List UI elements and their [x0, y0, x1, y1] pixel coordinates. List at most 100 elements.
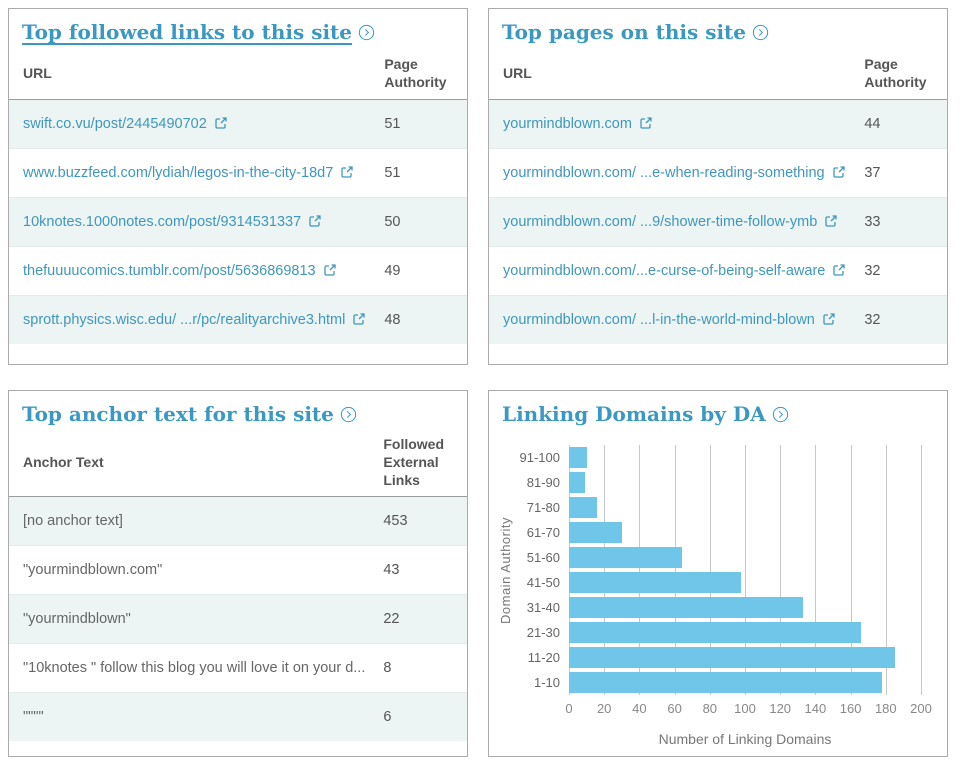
- chart-bar-fill: [569, 647, 895, 668]
- followed-links-count: 8: [379, 642, 467, 693]
- chart-bar-fill: [569, 597, 804, 618]
- chart-bar-fill: [569, 497, 598, 518]
- page-authority-value: 49: [380, 245, 467, 295]
- external-link-icon[interactable]: [822, 312, 836, 326]
- table-row: yourmindblown.com/ ...e-when-reading-som…: [489, 147, 947, 197]
- category-label: 81-90: [526, 475, 560, 490]
- top-page-url[interactable]: yourmindblown.com/ ...l-in-the-world-min…: [503, 312, 836, 328]
- page-authority-value: 32: [860, 294, 947, 344]
- category-label: 71-80: [526, 500, 560, 515]
- bar-row: [569, 570, 921, 595]
- link-text: 10knotes.1000notes.com/post/9314531337: [23, 213, 302, 230]
- linking-domains-title-link[interactable]: Linking Domains by DA: [502, 402, 766, 426]
- y-axis-label-strip: Domain Authority: [497, 445, 513, 695]
- link-text: swift.co.vu/post/2445490702: [23, 115, 207, 132]
- link-text: yourmindblown.com: [503, 115, 632, 132]
- x-axis: 0 20 40 60 80 100 120 140 160 180 200: [565, 695, 931, 719]
- followed-links-table: URL Page Authority swift.co.vu/post/2445…: [9, 47, 467, 344]
- chart-bar-fill: [569, 572, 742, 593]
- page-authority-value: 33: [860, 196, 947, 246]
- x-tick-label: 100: [734, 701, 756, 716]
- chart-plot-area: [569, 445, 922, 695]
- followed-link-url[interactable]: sprott.physics.wisc.edu/ ...r/pc/reality…: [23, 312, 366, 328]
- anchor-text-value: [no anchor text]: [23, 512, 123, 529]
- anchor-text-value: "yourmindblown": [9, 593, 380, 644]
- external-link-icon[interactable]: [824, 214, 838, 228]
- followed-links-count: 453: [383, 512, 408, 529]
- table-row: 10knotes.1000notes.com/post/9314531337 5…: [9, 196, 467, 246]
- bar-row: [569, 595, 921, 620]
- followed-link-url[interactable]: swift.co.vu/post/2445490702: [23, 116, 228, 132]
- followed-link-url[interactable]: www.buzzfeed.com/lydiah/legos-in-the-cit…: [23, 165, 354, 181]
- chevron-circle-icon[interactable]: [358, 24, 375, 41]
- page-authority-value: 48: [380, 294, 467, 344]
- top-page-url[interactable]: yourmindblown.com/...e-curse-of-being-se…: [503, 263, 846, 279]
- external-link-icon[interactable]: [308, 214, 322, 228]
- followed-links-count: 22: [379, 593, 467, 644]
- chevron-circle-icon[interactable]: [340, 406, 357, 423]
- x-tick-label: 200: [910, 701, 932, 716]
- table-header-row: Anchor Text Followed External Links: [9, 429, 467, 497]
- category-label: 41-50: [526, 575, 560, 590]
- link-text: sprott.physics.wisc.edu/ ...r/pc/reality…: [23, 311, 346, 328]
- table-row: swift.co.vu/post/2445490702 51: [9, 99, 467, 148]
- bar-row: [569, 645, 921, 670]
- table-row: thefuuuucomics.tumblr.com/post/563686981…: [9, 245, 467, 295]
- external-link-icon[interactable]: [214, 116, 228, 130]
- link-text: yourmindblown.com/ ...9/shower-time-foll…: [503, 213, 818, 230]
- category-label: 61-70: [526, 525, 560, 540]
- chart-bar-fill: [569, 472, 585, 493]
- anchor-text-value: """": [9, 691, 380, 742]
- table-row: yourmindblown.com/ ...l-in-the-world-min…: [489, 294, 947, 344]
- top-pages-table: URL Page Authority yourmindblown.com 44 …: [489, 47, 947, 344]
- top-page-url[interactable]: yourmindblown.com/ ...9/shower-time-foll…: [503, 214, 838, 230]
- link-text: yourmindblown.com/ ...e-when-reading-som…: [503, 164, 825, 181]
- category-label: 11-20: [527, 650, 560, 665]
- top-anchor-text-title-link[interactable]: Top anchor text for this site: [22, 402, 334, 426]
- chart-bar-fill: [569, 622, 862, 643]
- chart-bar-fill: [569, 522, 622, 543]
- x-tick-label: 0: [565, 701, 573, 716]
- followed-link-url[interactable]: 10knotes.1000notes.com/post/9314531337: [23, 214, 322, 230]
- top-followed-links-title-link[interactable]: Top followed links to this site: [22, 20, 353, 44]
- panel-top-followed-links: Top followed links to this site URL Page…: [8, 8, 468, 365]
- page-authority-value: 51: [384, 115, 401, 132]
- category-label: 21-30: [526, 625, 560, 640]
- panel-title: Top pages on this site: [502, 20, 933, 44]
- bar-row: [569, 520, 921, 545]
- column-header-followed-external-links: Followed External Links: [379, 429, 467, 497]
- panel-title: Linking Domains by DA: [502, 402, 933, 426]
- anchor-text-value: "yourmindblown.com": [9, 544, 380, 595]
- page-authority-value: 51: [380, 147, 467, 197]
- bar-row: [569, 620, 921, 645]
- top-page-url[interactable]: yourmindblown.com/ ...e-when-reading-som…: [503, 165, 846, 181]
- x-tick-label: 160: [839, 701, 862, 716]
- external-link-icon[interactable]: [352, 312, 366, 326]
- chevron-circle-icon[interactable]: [752, 24, 769, 41]
- column-header-page-authority: Page Authority: [380, 47, 467, 100]
- panel-title: Top anchor text for this site: [22, 402, 453, 426]
- page-authority-value: 50: [380, 196, 467, 246]
- table-row: yourmindblown.com/ ...9/shower-time-foll…: [489, 196, 947, 246]
- external-link-icon[interactable]: [323, 263, 337, 277]
- followed-link-url[interactable]: thefuuuucomics.tumblr.com/post/563686981…: [23, 263, 337, 279]
- external-link-icon[interactable]: [832, 165, 846, 179]
- panel-top-anchor-text: Top anchor text for this site Anchor Tex…: [8, 390, 468, 757]
- followed-links-count: 43: [379, 544, 467, 595]
- top-pages-title-link[interactable]: Top pages on this site: [502, 20, 747, 44]
- followed-links-count: 6: [379, 691, 467, 742]
- external-link-icon[interactable]: [340, 165, 354, 179]
- external-link-icon[interactable]: [832, 263, 846, 277]
- table-row: yourmindblown.com/...e-curse-of-being-se…: [489, 245, 947, 295]
- chevron-circle-icon[interactable]: [772, 406, 789, 423]
- table-header-row: URL Page Authority: [489, 47, 947, 100]
- x-tick-label: 120: [769, 701, 792, 716]
- bar-row: [569, 445, 921, 470]
- top-page-url[interactable]: yourmindblown.com: [503, 116, 653, 132]
- link-text: thefuuuucomics.tumblr.com/post/563686981…: [23, 262, 316, 279]
- dashboard-grid: Top followed links to this site URL Page…: [8, 8, 962, 757]
- link-text: www.buzzfeed.com/lydiah/legos-in-the-cit…: [23, 164, 334, 181]
- link-text: yourmindblown.com/ ...l-in-the-world-min…: [503, 311, 815, 328]
- table-row: """" 6: [9, 691, 467, 742]
- external-link-icon[interactable]: [639, 116, 653, 130]
